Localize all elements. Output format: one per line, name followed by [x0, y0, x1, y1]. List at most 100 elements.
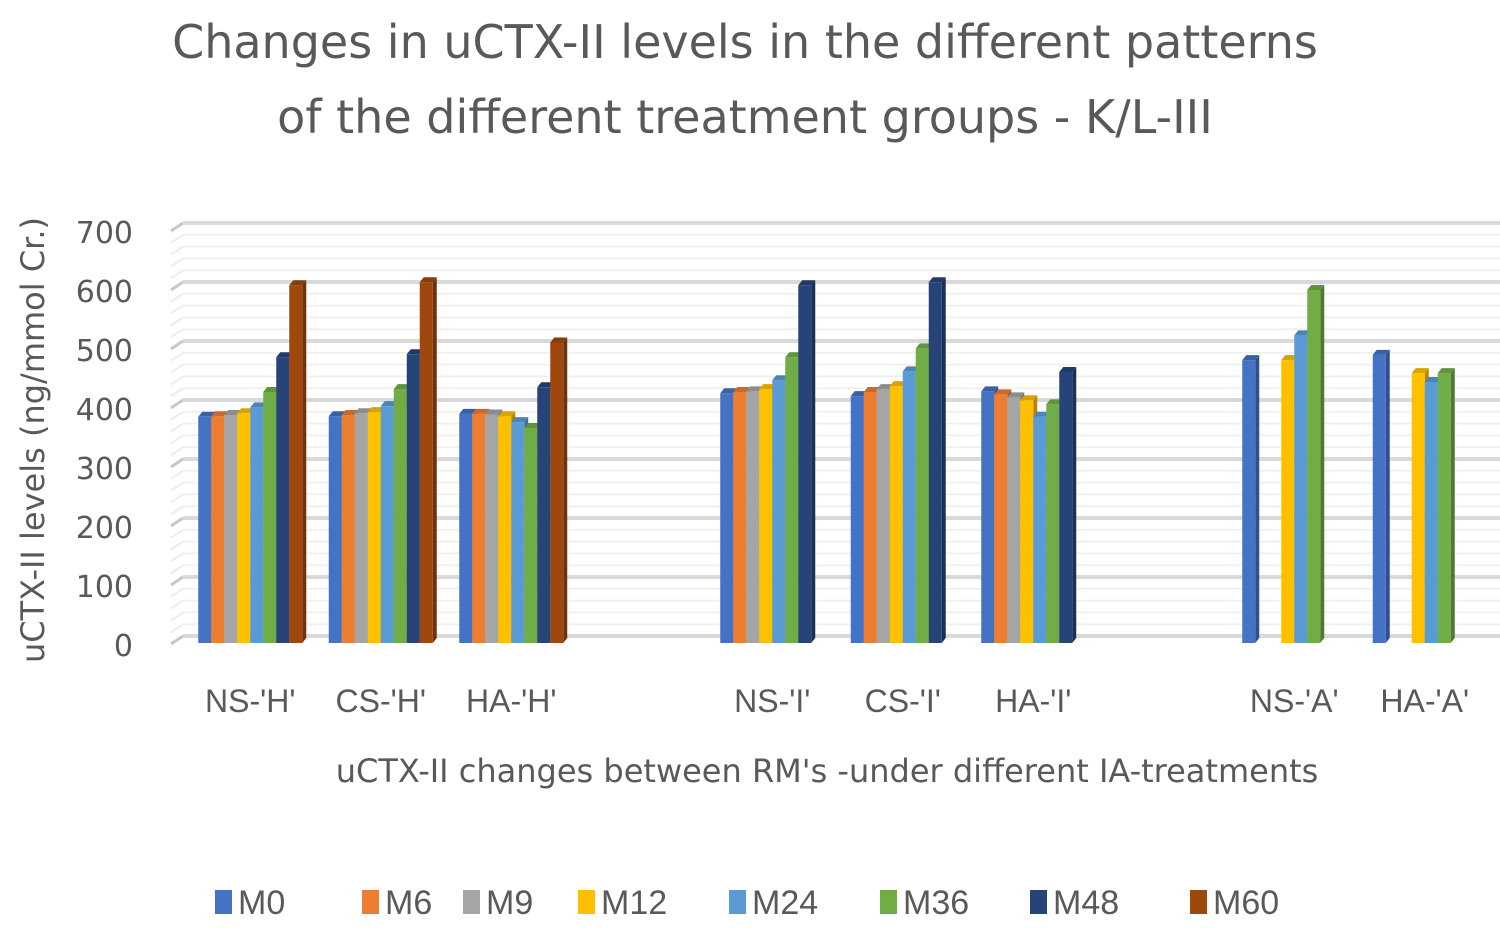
y-tick-label: 700 — [76, 216, 133, 251]
y-tick-label: 600 — [76, 275, 133, 310]
gridline-perspective — [170, 575, 184, 587]
bar-front — [224, 415, 238, 643]
bar-cap — [889, 381, 907, 387]
gridline-perspective — [170, 304, 184, 315]
legend-label: M60 — [1213, 884, 1279, 922]
bar-cap — [902, 366, 920, 372]
x-tick-label: HA-'H' — [466, 683, 556, 719]
y-axis-title: uCTX-II levels (ng/mmol Cr.) — [14, 217, 52, 663]
bar-front — [485, 414, 499, 643]
bar-cap — [876, 384, 894, 390]
bar-front — [772, 380, 786, 643]
chart-title: Changes in uCTX-II levels in the differe… — [172, 15, 1318, 144]
bar-m48 — [1059, 366, 1077, 643]
legend-swatch — [463, 890, 480, 914]
x-tick-label: NS-'H' — [205, 683, 295, 719]
gridline-perspective — [170, 481, 184, 492]
gridline-perspective — [170, 410, 184, 421]
bar-cap — [328, 411, 346, 417]
bar-front — [367, 412, 381, 643]
gridline-perspective — [170, 516, 184, 528]
legend: M0 M6 M9 M12 M24 M36 M48 M60 — [215, 884, 1279, 922]
x-axis-categories: NS-'H' CS-'H' HA-'H' NS-'I' CS-'I' HA-'I' NS-'… — [205, 683, 1469, 719]
bar-cap — [419, 277, 437, 283]
bar-m60 — [419, 277, 437, 643]
bar-cap — [289, 280, 307, 286]
legend-item: M24 — [729, 884, 818, 922]
bar-front — [746, 391, 760, 643]
x-tick-label: NS-'A' — [1250, 683, 1339, 719]
gridline-perspective — [170, 564, 184, 575]
bar-front — [1294, 335, 1308, 643]
bar-cap — [981, 386, 999, 392]
bar-front — [537, 387, 551, 643]
bar-front — [1281, 360, 1295, 643]
legend-swatch — [362, 890, 379, 914]
bar-front — [733, 392, 747, 643]
bar-side — [432, 277, 437, 643]
bar-cap — [798, 280, 816, 286]
y-tick-label: 400 — [76, 393, 133, 428]
legend-swatch — [1190, 890, 1207, 914]
bar-front — [876, 389, 890, 643]
bar-front — [981, 391, 995, 643]
bar-cap — [733, 387, 751, 393]
gridline-perspective — [170, 233, 184, 244]
legend-label: M9 — [486, 884, 533, 922]
bar-front — [1242, 360, 1256, 643]
bar-front — [1059, 371, 1073, 643]
gridline-perspective — [170, 528, 184, 539]
legend-item: M9 — [463, 884, 533, 922]
bar-front — [459, 413, 473, 643]
bar-front — [1437, 373, 1451, 643]
bar-front — [1033, 416, 1047, 643]
bar-cap — [367, 407, 385, 413]
bar-cap — [263, 387, 281, 393]
bar-cap — [341, 410, 359, 416]
bar-cap — [276, 352, 294, 358]
bar-m0 — [1242, 355, 1260, 643]
bar-cap — [863, 387, 881, 393]
y-tick-label: 200 — [76, 511, 133, 546]
bar-front — [550, 342, 564, 643]
bar-cap — [1411, 368, 1429, 374]
bar-cap — [1059, 366, 1077, 372]
bar-cap — [1294, 330, 1312, 336]
x-axis-title: uCTX-II changes between RM's -under diff… — [336, 752, 1319, 790]
bar-cap — [393, 384, 411, 390]
gridline-perspective — [170, 245, 184, 256]
bar-side — [811, 280, 816, 643]
bar-cap — [485, 409, 503, 415]
bar-front — [250, 407, 264, 643]
x-tick-label: CS-'H' — [336, 683, 426, 719]
y-tick-label: 300 — [76, 452, 133, 487]
bar-side — [941, 277, 946, 643]
bar-front — [328, 416, 342, 643]
bar-front — [237, 413, 251, 643]
gridline-perspective — [170, 505, 184, 516]
bar-front — [393, 389, 407, 643]
legend-item: M0 — [215, 884, 285, 922]
bar-front — [1372, 354, 1386, 643]
x-tick-label: HA-'I' — [995, 683, 1071, 719]
bar-m60 — [550, 337, 568, 643]
bar-cap — [224, 410, 242, 416]
gridline-perspective — [170, 434, 184, 445]
bar-cap — [198, 411, 216, 417]
legend-label: M48 — [1053, 884, 1119, 922]
bar-front — [380, 406, 394, 643]
bar-front — [1307, 289, 1321, 643]
bar-cap — [785, 352, 803, 358]
bar-front — [406, 354, 420, 643]
x-tick-label: HA-'A' — [1380, 683, 1469, 719]
legend-label: M6 — [385, 884, 432, 922]
gridline-perspective — [170, 469, 184, 480]
bar-m48 — [928, 277, 946, 643]
legend-label: M36 — [903, 884, 969, 922]
bar-cap — [550, 337, 568, 343]
bar-front — [759, 389, 773, 643]
legend-item: M48 — [1030, 884, 1119, 922]
legend-swatch — [215, 890, 232, 914]
bar-cap — [1437, 368, 1455, 374]
